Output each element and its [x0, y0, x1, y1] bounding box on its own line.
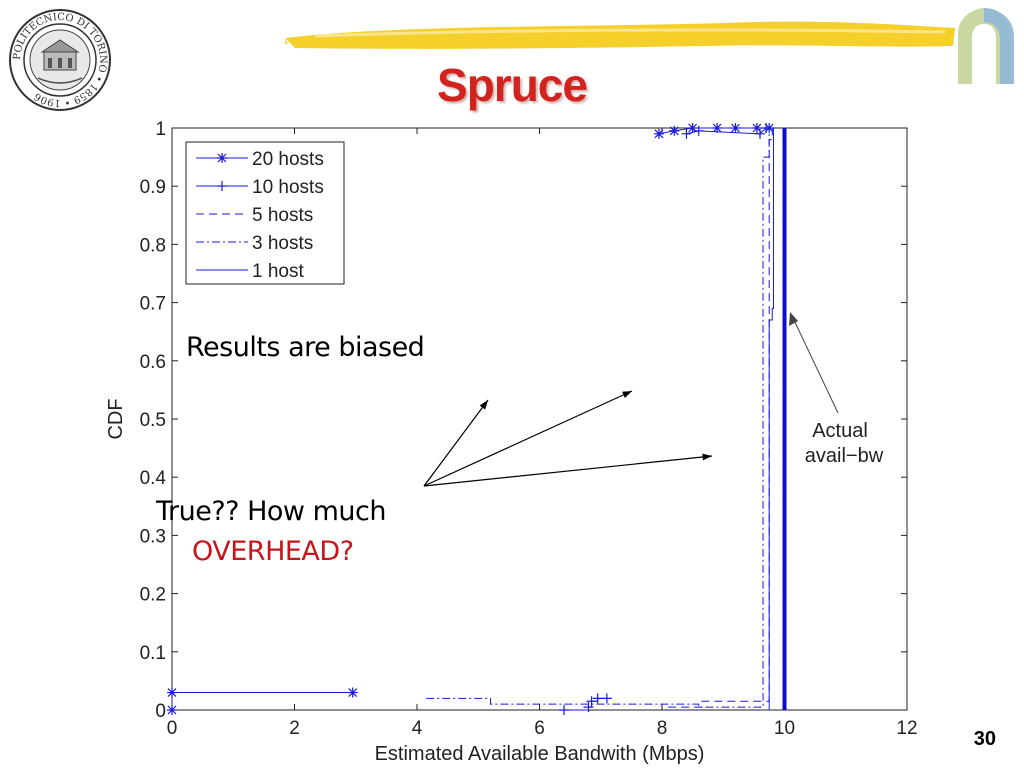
x-axis-label: Estimated Available Bandwith (Mbps): [375, 743, 705, 765]
yellow-brush-stroke: [285, 21, 955, 49]
series-marker-star: [217, 153, 227, 163]
overhead-arrow-0: [423, 399, 489, 487]
y-tick-label: 0.2: [140, 585, 166, 606]
annotation-results-biased: Results are biased: [186, 332, 425, 363]
overhead-arrow-head-1: [622, 391, 632, 399]
series-marker-plus: [681, 128, 692, 139]
series-marker-plus: [693, 125, 704, 136]
series-marker-plus: [217, 181, 227, 191]
y-tick-label: 0.5: [140, 410, 166, 431]
x-tick-label: 0: [167, 718, 178, 739]
x-tick-label: 6: [534, 718, 545, 739]
overhead-arrow-2: [423, 455, 713, 487]
x-tick-label: 12: [896, 718, 917, 739]
brand-logo: [958, 8, 1014, 84]
series-marker-plus: [592, 693, 603, 704]
y-tick-label: 0.4: [140, 468, 167, 489]
actual-label-line2: avail−bw: [805, 445, 884, 467]
legend-box: [185, 141, 345, 285]
series-marker-plus: [601, 693, 612, 704]
annotation-overhead: OVERHEAD?: [192, 536, 354, 567]
series-marker-star: [751, 123, 762, 133]
series-marker-plus: [755, 128, 765, 139]
y-axis-label: CDF: [105, 398, 127, 439]
page-number: 30: [973, 728, 996, 750]
overhead-arrow-1: [423, 390, 633, 487]
actual-arrow-head: [789, 312, 798, 326]
series-top-line-1: [686, 127, 767, 135]
y-tick-label: 0.3: [140, 526, 166, 547]
series-line-2: [668, 128, 773, 708]
legend-label-0: 20 hosts: [252, 149, 324, 170]
politecnico-seal-logo: POLITECNICO DI TORINO • 1859 • 1906: [9, 9, 111, 111]
legend-label-2: 5 hosts: [252, 205, 313, 226]
y-tick-label: 0.8: [140, 235, 166, 256]
series-marker-star: [347, 687, 358, 698]
y-tick-label: 1: [155, 119, 166, 140]
series-line-3: [426, 128, 770, 708]
series-marker-star: [167, 687, 177, 698]
x-tick-label: 4: [412, 718, 423, 739]
y-tick-label: 0.9: [140, 177, 166, 198]
series-marker-star: [712, 123, 723, 133]
actual-label-line1: Actual: [812, 420, 868, 442]
series-marker-plus: [583, 702, 594, 713]
x-tick-label: 8: [657, 718, 668, 739]
series-line-0: [171, 692, 353, 710]
series-marker-star: [669, 125, 680, 136]
legend-label-3: 3 hosts: [252, 233, 313, 254]
overhead-arrow-head-0: [479, 400, 488, 410]
actual-arrow-shaft: [792, 317, 839, 414]
series-marker-star: [167, 705, 177, 715]
overhead-arrow-head-2: [702, 453, 712, 461]
y-tick-label: 0.6: [140, 352, 166, 373]
x-tick-label: 2: [289, 718, 300, 739]
series-marker-plus: [559, 705, 569, 715]
legend-label-4: 1 host: [252, 261, 304, 282]
series-line-4: [768, 128, 774, 710]
series-marker-star: [653, 128, 664, 139]
series-marker-star: [730, 123, 741, 133]
y-tick-label: 0.1: [140, 643, 166, 664]
y-tick-label: 0: [155, 701, 166, 722]
x-tick-label: 10: [774, 718, 795, 739]
annotation-question: True?? How much: [156, 496, 386, 527]
slide-title: Spruce: [437, 59, 588, 111]
series-marker-star: [687, 123, 698, 133]
y-tick-label: 0.7: [140, 294, 166, 315]
legend-label-1: 10 hosts: [252, 177, 324, 198]
